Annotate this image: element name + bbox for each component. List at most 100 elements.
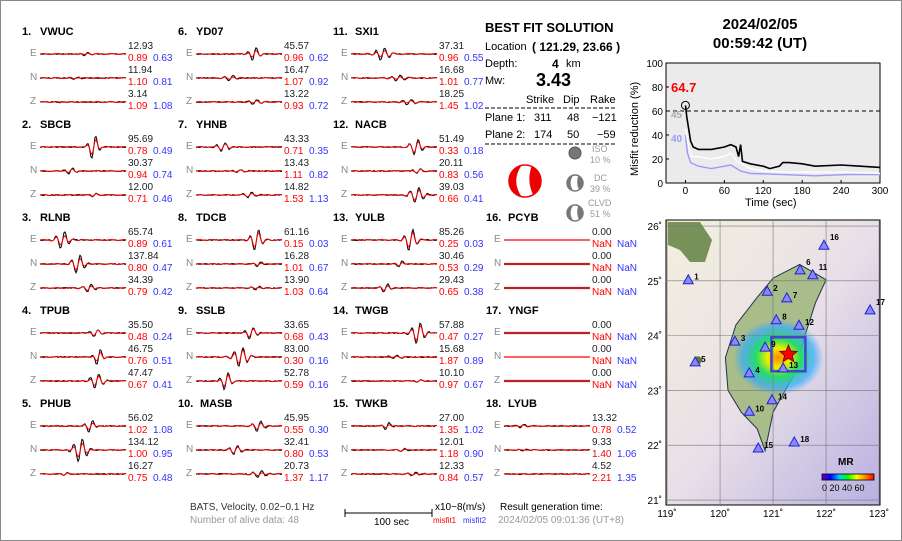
mr-heatmap [733,319,824,396]
misfit2-value: 0.64 [309,287,329,298]
misfit1-value: 0.78 [592,425,612,436]
station-triangle-icon[interactable] [743,366,756,378]
station-triangle-icon[interactable] [806,268,819,280]
station-triangle-icon[interactable] [794,263,806,275]
y-tick-label: 0 [657,179,663,190]
misfit2-value: 0.24 [153,332,173,343]
amplitude-value: 95.69 [128,134,154,145]
channel-label: E [494,420,501,431]
x-tick-label: 240 [833,186,850,197]
amplitude-value: 20.11 [439,158,464,169]
network-info: BATS, Velocity, 0.02−0.1 Hz [190,502,315,513]
misfit2-value: 0.72 [309,101,329,112]
amplitude-value: 39.03 [439,182,465,193]
dc-pct: 39 % [590,184,611,194]
amplitude-value: 137.84 [128,251,159,262]
channel-label: N [30,258,38,269]
station-triangle-icon[interactable] [793,319,805,330]
amplitude-value: 16.47 [284,65,310,76]
amplitude-value: 11.94 [128,65,153,76]
station-triangle-icon[interactable] [759,341,771,352]
header-dip: Dip [563,94,580,106]
channel-label: E [341,420,348,431]
station-triangle-icon[interactable] [777,361,789,373]
misfit1-value: 1.11 [284,170,303,181]
station-triangle-icon[interactable] [682,273,695,285]
channel-label: E [341,141,348,152]
misfit2-value: 0.82 [309,170,329,181]
amplitude-value: 29.43 [439,275,465,286]
misfit2-value: 0.27 [464,332,484,343]
channel-label: N [341,351,349,362]
amplitude-value: 4.52 [592,461,612,472]
synthetic-trace [39,168,127,173]
synthetic-trace [350,189,438,201]
misfit1-value: 0.15 [284,239,304,250]
x-tick-label: 300 [872,186,889,197]
synthetic-trace [350,325,438,342]
misfit1-value: 1.01 [284,263,304,274]
misfit1-value: 1.10 [128,77,148,88]
station-id-label: 8 [782,313,787,322]
annotation-45: 45 [671,110,683,121]
misfit2-value: 0.46 [153,194,173,205]
station-triangle-icon[interactable] [743,405,756,416]
channel-label: N [30,351,38,362]
station-triangle-icon[interactable] [689,355,701,367]
misfit1-value: 0.33 [439,146,459,157]
amplitude-value: 45.95 [284,413,310,424]
misfit1-value: 0.80 [284,449,304,460]
station-triangle-icon[interactable] [766,393,778,405]
station-triangle-icon[interactable] [761,285,774,296]
misfit2-value: 0.61 [153,239,173,250]
misfit2-value: 0.67 [464,380,484,391]
chart-plot-area [665,62,881,184]
amplitude-value: 16.28 [284,251,310,262]
station-triangle-icon[interactable] [788,435,801,447]
amplitude-value: 18.25 [439,89,465,100]
amplitude-value: 13.32 [592,413,618,424]
synthetic-trace [195,232,283,248]
x-tick-label: 0 [683,186,689,197]
misfit1-value: 1.02 [128,425,148,436]
misfit2-value: NaN [617,263,638,274]
station-triangle-icon[interactable] [818,239,830,250]
misfit2-value: 0.89 [464,356,484,367]
misfit1-value: 0.68 [284,332,304,343]
misfit1-value: 0.93 [284,101,304,112]
header-strike: Strike [526,94,555,106]
misfit1-value: 0.53 [439,263,459,274]
misfit2-value: 0.42 [153,287,173,298]
misfit2-value: NaN [617,287,638,298]
station-number: 13. [333,212,349,224]
station-number: 17. [486,305,502,317]
amplitude-value: 20.73 [284,461,310,472]
station-name: YULB [355,212,385,224]
misfit2-value: 0.74 [153,170,173,181]
station-name: PHUB [40,398,72,410]
misfit2-value: 0.49 [153,146,173,157]
misfit1-value: 0.79 [128,287,148,298]
focal-mechanism-beachball [508,164,542,198]
channel-label: E [186,141,193,152]
amplitude-value: 65.74 [128,227,154,238]
synthetic-trace [195,49,283,58]
channel-label: N [30,165,38,176]
station-triangle-icon[interactable] [752,441,765,453]
station-triangle-icon[interactable] [864,303,876,315]
station-number: 8. [178,212,188,224]
synthetic-trace [503,424,591,428]
plane1-rake: −121 [592,112,617,124]
misfit1-value: 1.07 [284,77,304,88]
lon-tick-label: 122˚ [816,508,836,520]
channel-label: Z [30,468,37,479]
station-triangle-icon[interactable] [770,313,783,325]
channel-label: E [494,327,501,338]
channel-label: Z [341,282,348,293]
station-triangle-icon[interactable] [780,291,793,303]
misfit2-value: 1.08 [153,425,173,436]
misfit1-value: NaN [592,332,613,343]
channel-label: Z [341,189,348,200]
station-triangle-icon[interactable] [729,335,741,346]
channel-label: E [494,234,501,245]
